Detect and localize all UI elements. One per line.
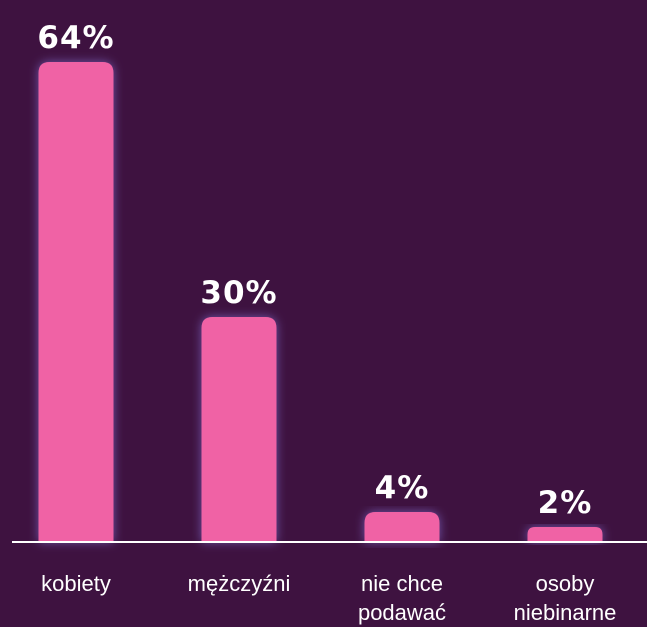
bar xyxy=(38,62,114,542)
category-label: nie chce podawać xyxy=(358,571,446,625)
category-label-line: kobiety xyxy=(41,571,111,596)
bar xyxy=(201,317,277,542)
category-label-line: niebinarne xyxy=(514,600,617,625)
category-label: mężczyźni xyxy=(188,571,291,596)
value-label: 2% xyxy=(538,485,593,521)
category-label: osoby niebinarne xyxy=(514,571,617,625)
category-label: kobiety xyxy=(41,571,111,596)
category-label-line: mężczyźni xyxy=(188,571,291,596)
category-label-line: osoby xyxy=(536,571,595,596)
value-label: 30% xyxy=(200,275,277,311)
value-label: 4% xyxy=(375,470,430,506)
bar xyxy=(364,512,440,542)
value-label: 64% xyxy=(37,20,114,56)
category-label-line: nie chce xyxy=(361,571,443,596)
bar xyxy=(527,527,603,542)
category-label-line: podawać xyxy=(358,600,446,625)
